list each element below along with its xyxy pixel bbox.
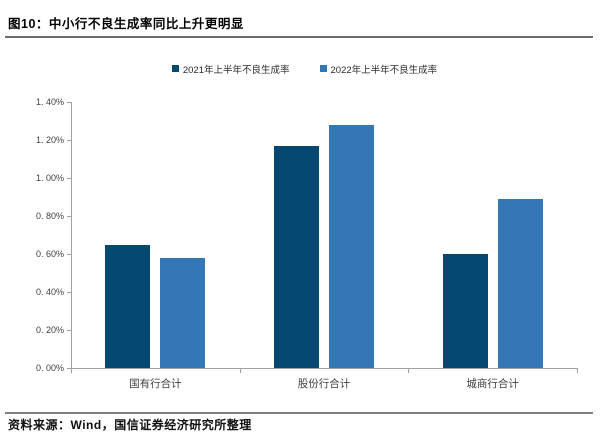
y-axis-tick-mark <box>67 368 71 369</box>
y-axis-tick-label: 1. 20% <box>35 135 64 145</box>
source-attribution: 资料来源：Wind，国信证券经济研究所整理 <box>8 418 252 432</box>
y-axis-tick-mark <box>67 140 71 141</box>
bar-城商行合计-2021年上半年不良生成率 <box>442 254 488 368</box>
y-axis-tick-label: 0. 40% <box>35 287 64 297</box>
legend-item-2021: 2021年上半年不良生成率 <box>171 62 290 76</box>
y-axis-tick-label: 1. 00% <box>35 173 64 183</box>
chart-legend: 2021年上半年不良生成率 2022年上半年不良生成率 <box>0 61 609 76</box>
y-axis-tick-mark <box>67 216 71 217</box>
legend-swatch-icon <box>171 65 179 72</box>
y-axis-tick-label: 0. 60% <box>35 249 64 259</box>
y-axis-tick-label: 0. 80% <box>35 211 64 221</box>
y-axis-tick-mark <box>67 178 71 179</box>
source-divider-line <box>5 412 593 414</box>
x-axis-category-label: 国有行合计 <box>129 378 182 390</box>
bar-国有行合计-2021年上半年不良生成率 <box>105 244 151 368</box>
bar-股份行合计-2021年上半年不良生成率 <box>274 145 319 368</box>
x-axis-tick-mark <box>239 369 241 373</box>
legend-swatch-icon <box>319 65 327 72</box>
y-axis-line <box>71 102 72 369</box>
bar-国有行合计-2022年上半年不良生成率 <box>160 257 206 368</box>
y-axis-tick-mark <box>67 254 71 255</box>
y-axis-tick-mark <box>67 102 71 103</box>
legend-item-2022: 2022年上半年不良生成率 <box>319 62 438 76</box>
legend-label: 2021年上半年不良生成率 <box>182 64 290 76</box>
legend-label: 2022年上半年不良生成率 <box>330 64 438 76</box>
y-axis-tick-mark <box>67 330 71 331</box>
bar-城商行合计-2022年上半年不良生成率 <box>497 198 543 368</box>
bar-股份行合计-2022年上半年不良生成率 <box>329 124 374 368</box>
x-axis-tick-mark <box>408 369 410 373</box>
x-axis-line <box>71 368 578 369</box>
figure-title: 图10：中小行不良生成率同比上升更明显 <box>8 17 244 31</box>
y-axis-tick-mark <box>67 292 71 293</box>
y-axis-tick-label: 1. 40% <box>35 97 64 107</box>
y-axis-tick-label: 0. 20% <box>35 325 64 335</box>
x-axis-category-label: 城商行合计 <box>466 378 519 390</box>
x-axis-tick-mark <box>71 369 72 373</box>
y-axis-tick-label: 0. 00% <box>35 363 64 373</box>
x-axis-tick-mark <box>577 369 578 373</box>
title-underline <box>5 36 593 38</box>
x-axis-category-label: 股份行合计 <box>297 378 351 390</box>
